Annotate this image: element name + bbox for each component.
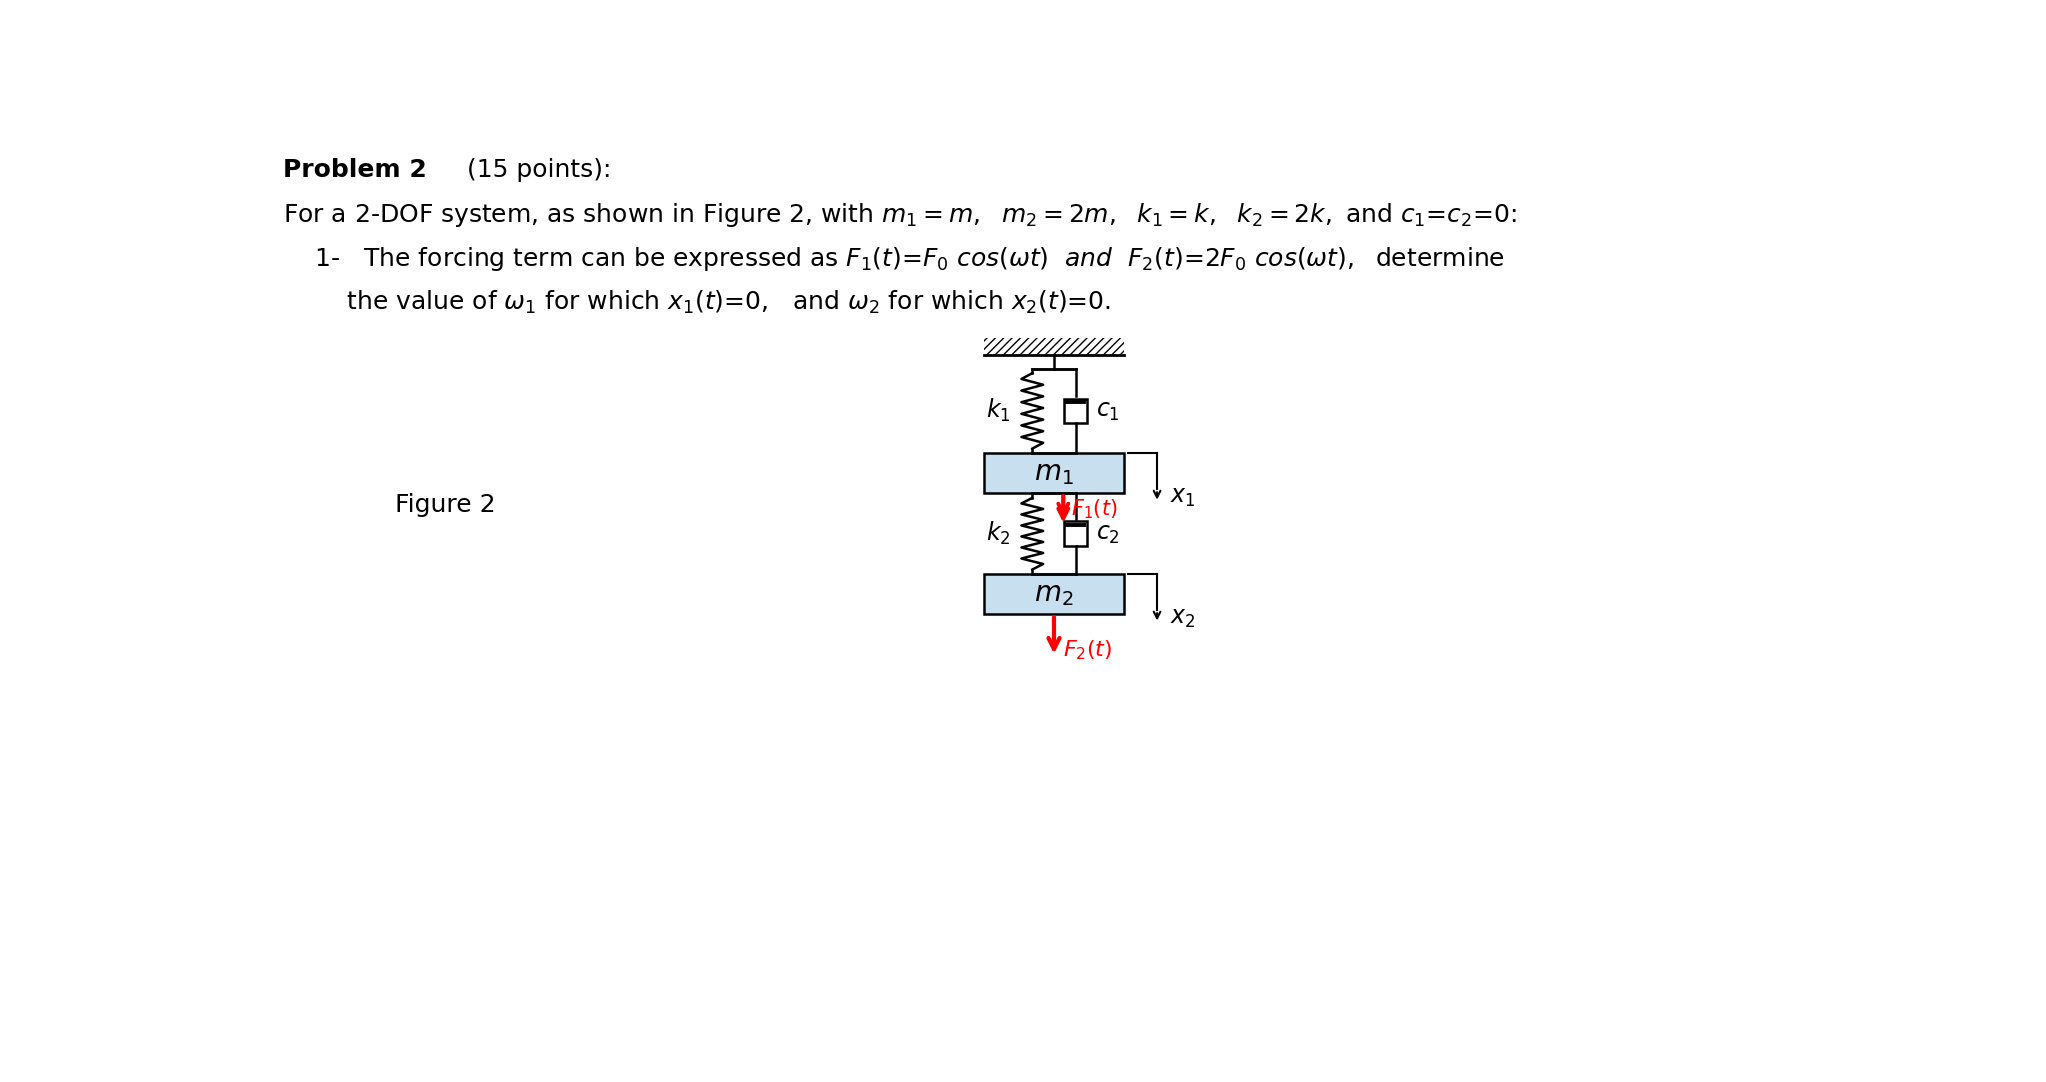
Text: $c_2$: $c_2$: [1097, 522, 1119, 545]
Bar: [1064, 398, 1086, 423]
Text: $1$-   The forcing term can be expressed as $F_1(t)$=$F_0$ $cos(\omega t)$  $and: $1$- The forcing term can be expressed a…: [282, 246, 1504, 274]
Text: $k_1$: $k_1$: [986, 397, 1011, 424]
Text: $x_2$: $x_2$: [1170, 606, 1195, 630]
Text: $k_2$: $k_2$: [986, 520, 1011, 547]
Text: (15 points):: (15 points):: [458, 158, 612, 183]
Text: $\mathbf{\mathit{F_1(t)}}$: $\mathbf{\mathit{F_1(t)}}$: [1070, 498, 1117, 522]
Bar: [984, 575, 1123, 615]
Bar: [984, 338, 1123, 355]
Text: the value of $\omega_1$ for which $x_1(t)$=0,   and $\omega_2$ for which $x_2(t): the value of $\omega_1$ for which $x_1(t…: [282, 289, 1111, 316]
Text: $x_1$: $x_1$: [1170, 485, 1195, 510]
Text: $m_1$: $m_1$: [1033, 459, 1074, 487]
Text: For a 2-DOF system, as shown in Figure 2, with $m_1 = m,$  $m_2 = 2m,$  $k_1 = k: For a 2-DOF system, as shown in Figure 2…: [282, 200, 1516, 228]
Text: Problem 2: Problem 2: [282, 158, 428, 183]
Bar: [1064, 522, 1086, 546]
Text: $m_2$: $m_2$: [1035, 580, 1074, 608]
Bar: [984, 453, 1123, 493]
Text: $\mathbf{\mathit{F_2(t)}}$: $\mathbf{\mathit{F_2(t)}}$: [1064, 638, 1113, 662]
Text: Figure 2: Figure 2: [395, 493, 495, 517]
Text: $c_1$: $c_1$: [1097, 399, 1119, 423]
